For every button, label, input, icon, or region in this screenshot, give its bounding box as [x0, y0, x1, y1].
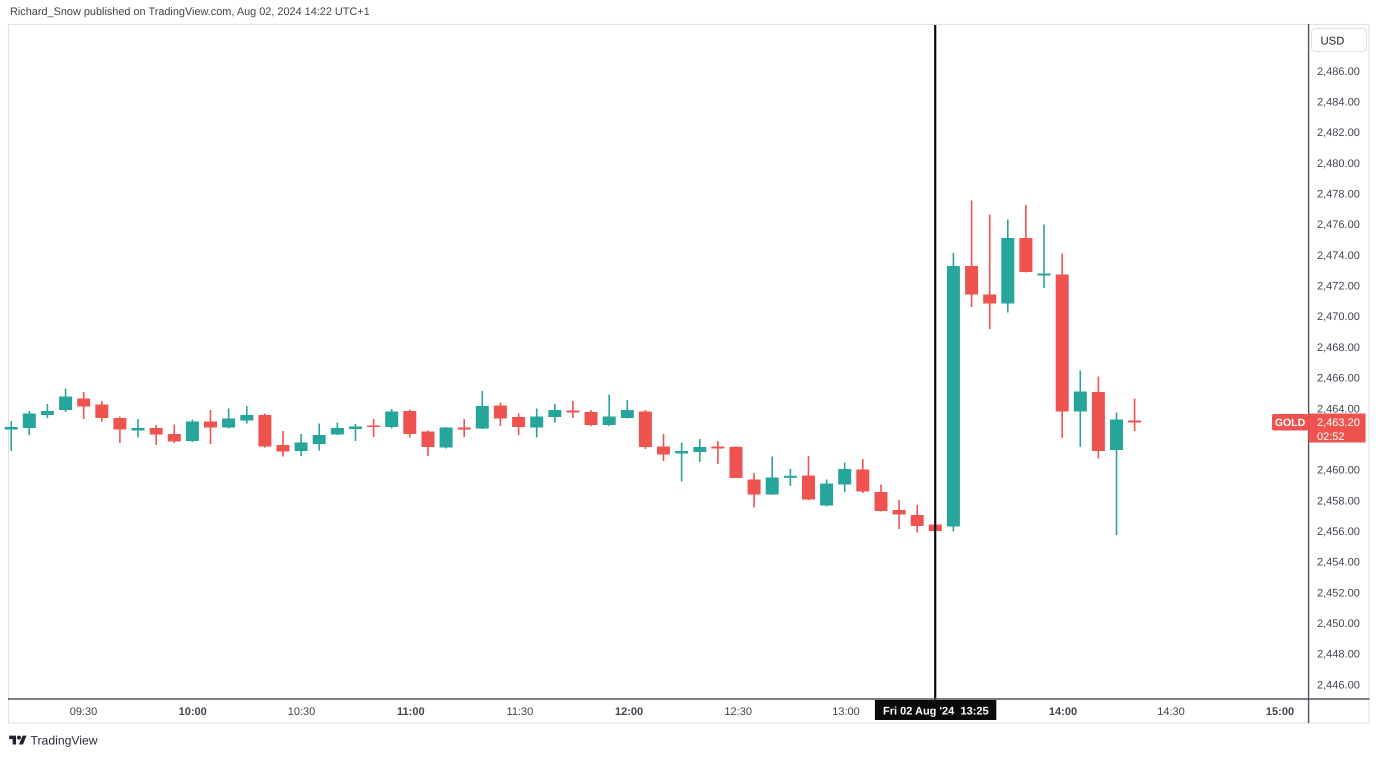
svg-text:2,464.00: 2,464.00 — [1317, 403, 1360, 415]
svg-text:2,484.00: 2,484.00 — [1317, 96, 1360, 108]
svg-text:2,470.00: 2,470.00 — [1317, 311, 1360, 323]
svg-text:13:00: 13:00 — [832, 706, 860, 718]
svg-text:2,480.00: 2,480.00 — [1317, 158, 1360, 170]
svg-text:10:00: 10:00 — [179, 706, 207, 718]
svg-text:12:00: 12:00 — [615, 706, 643, 718]
svg-text:2,446.00: 2,446.00 — [1317, 679, 1360, 691]
svg-text:11:30: 11:30 — [507, 706, 534, 718]
svg-text:2,466.00: 2,466.00 — [1317, 373, 1360, 385]
svg-text:2,486.00: 2,486.00 — [1317, 66, 1360, 78]
svg-text:2,476.00: 2,476.00 — [1317, 219, 1360, 231]
svg-text:2,463.20: 2,463.20 — [1317, 417, 1360, 429]
svg-text:2,454.00: 2,454.00 — [1317, 557, 1360, 569]
svg-text:09:30: 09:30 — [70, 706, 98, 718]
svg-text:2,452.00: 2,452.00 — [1317, 587, 1360, 599]
svg-text:2,456.00: 2,456.00 — [1317, 526, 1360, 538]
svg-text:2,448.00: 2,448.00 — [1317, 649, 1360, 661]
svg-text:USD: USD — [1321, 35, 1345, 47]
svg-text:15:00: 15:00 — [1266, 706, 1294, 718]
svg-text:2,472.00: 2,472.00 — [1317, 281, 1360, 293]
svg-text:Richard_Snow published on Trad: Richard_Snow published on TradingView.co… — [10, 6, 370, 18]
svg-text:2,458.00: 2,458.00 — [1317, 495, 1360, 507]
svg-text:2,478.00: 2,478.00 — [1317, 188, 1360, 200]
svg-text:12:30: 12:30 — [724, 706, 752, 718]
svg-text:TradingView: TradingView — [31, 734, 98, 748]
svg-text:2,482.00: 2,482.00 — [1317, 127, 1360, 139]
svg-text:11:00: 11:00 — [397, 706, 425, 718]
svg-text:GOLD: GOLD — [1275, 417, 1306, 429]
svg-text:2,450.00: 2,450.00 — [1317, 618, 1360, 630]
svg-text:2,468.00: 2,468.00 — [1317, 342, 1360, 354]
svg-text:02:52: 02:52 — [1317, 431, 1345, 443]
svg-text:14:00: 14:00 — [1049, 706, 1077, 718]
svg-text:2,474.00: 2,474.00 — [1317, 250, 1360, 262]
svg-text:2,460.00: 2,460.00 — [1317, 465, 1360, 477]
svg-text:Fri 02 Aug '24: Fri 02 Aug '24 — [883, 705, 955, 717]
svg-text:10:30: 10:30 — [288, 706, 316, 718]
svg-text:14:30: 14:30 — [1157, 706, 1185, 718]
svg-text:13:25: 13:25 — [961, 705, 989, 717]
